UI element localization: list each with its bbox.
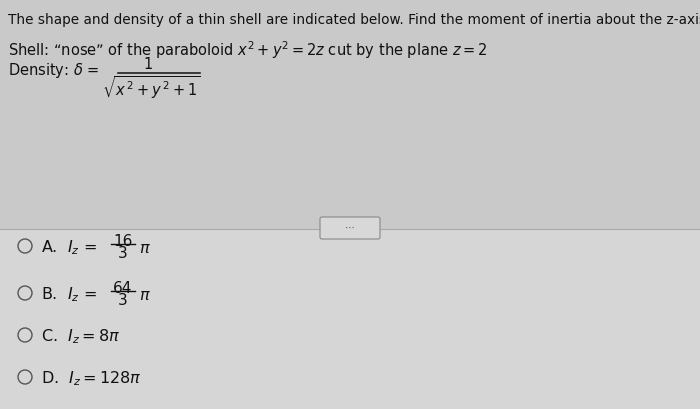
FancyBboxPatch shape (0, 229, 700, 409)
Circle shape (18, 370, 32, 384)
Text: 64: 64 (113, 281, 133, 296)
Text: $\pi$: $\pi$ (139, 241, 150, 256)
FancyBboxPatch shape (320, 217, 380, 239)
Text: $\sqrt{x^{\,2}+y^{\,2}+1}$: $\sqrt{x^{\,2}+y^{\,2}+1}$ (102, 75, 200, 101)
Text: Density: $\delta$ =: Density: $\delta$ = (8, 61, 101, 80)
Text: 1: 1 (144, 57, 153, 72)
Text: $\pi$: $\pi$ (139, 288, 150, 303)
Circle shape (18, 328, 32, 342)
Text: B.  $I_z$ =: B. $I_z$ = (41, 285, 99, 304)
Text: ⋯: ⋯ (345, 223, 355, 233)
Text: The shape and density of a thin shell are indicated below. Find the moment of in: The shape and density of a thin shell ar… (8, 13, 700, 27)
Text: 3: 3 (118, 246, 128, 261)
Text: A.  $I_z$ =: A. $I_z$ = (41, 238, 99, 257)
Text: C.  $I_z = 8\pi$: C. $I_z = 8\pi$ (41, 327, 120, 346)
Text: 16: 16 (113, 234, 133, 249)
Circle shape (18, 286, 32, 300)
FancyBboxPatch shape (0, 0, 700, 229)
Text: D.  $I_z = 128\pi$: D. $I_z = 128\pi$ (41, 369, 141, 388)
Circle shape (18, 239, 32, 253)
Text: 3: 3 (118, 293, 128, 308)
Text: Shell: “nose” of the paraboloid $x^2 +y^2 = 2z$ cut by the plane $z = 2$: Shell: “nose” of the paraboloid $x^2 +y^… (8, 39, 488, 61)
